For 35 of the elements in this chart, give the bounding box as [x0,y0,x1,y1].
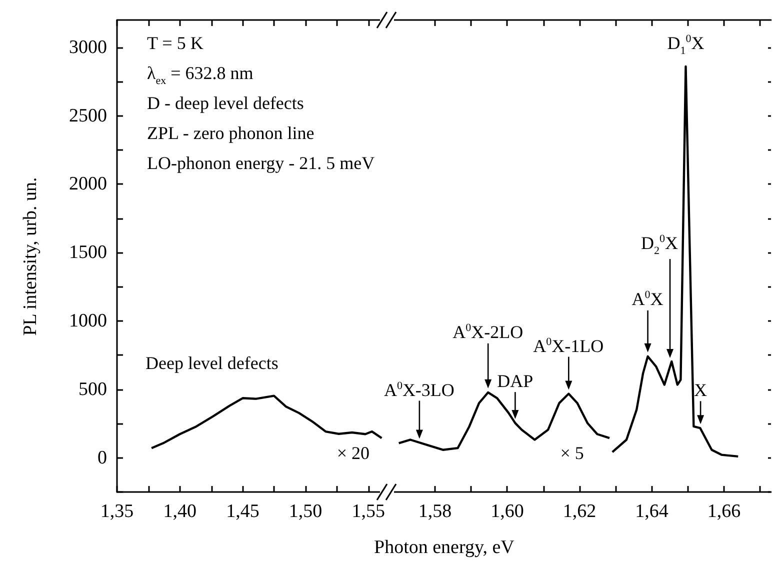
y-tick-label: 2000 [69,174,107,195]
annotation: A$^{0}$X-2LO [452,322,524,342]
annotation: T = 5 K [147,33,204,53]
annotation: × 20 [336,443,370,464]
annotation: D$_{2}$$^{0}$X [641,233,678,257]
y-tick-label: 1500 [69,242,107,264]
x-tick-label: 1,40 [163,501,196,522]
y-tick-label: 3000 [69,36,107,58]
x-tick-label: 1,58 [418,501,452,522]
annotation: X [694,380,708,400]
x-tick-label: 1,66 [707,501,741,522]
annotation: LO-phonon energy - 21. 5 meV [147,153,375,173]
y-tick-label: 1000 [69,310,107,332]
x-tick-label: 1,62 [562,501,596,522]
x-tick-label: 1,60 [490,501,524,522]
annotation: ZPL - zero phonon line [147,123,314,143]
x-tick-label: 1,55 [352,501,385,522]
y-axis-title: PL intensity, urb. un. [19,176,40,336]
annotation: A$^{0}$X [632,289,664,310]
x-tick-label: 1,45 [226,501,260,522]
annotation: A$^{0}$X-3LO [384,380,454,400]
y-tick-label: 500 [78,378,107,400]
x-tick-label: 1,35 [100,501,134,522]
annotation: D$_{1}$$^{0}$X [667,32,704,57]
annotation: × 5 [560,443,584,464]
annotation: A$^{0}$X-1LO [533,336,604,356]
x-axis-title: Photon energy, eV [374,537,514,558]
annotation: D - deep level defects [147,93,304,113]
annotation: Deep level defects [145,352,278,373]
x-tick-label: 1,50 [288,501,322,522]
y-tick-label: 2500 [69,105,107,126]
annotation: λ$_{ex}$ = 632.8 nm [147,63,254,87]
x-tick-label: 1,64 [635,501,669,522]
annotation: DAP [497,371,534,392]
y-tick-label: 0 [98,447,107,468]
